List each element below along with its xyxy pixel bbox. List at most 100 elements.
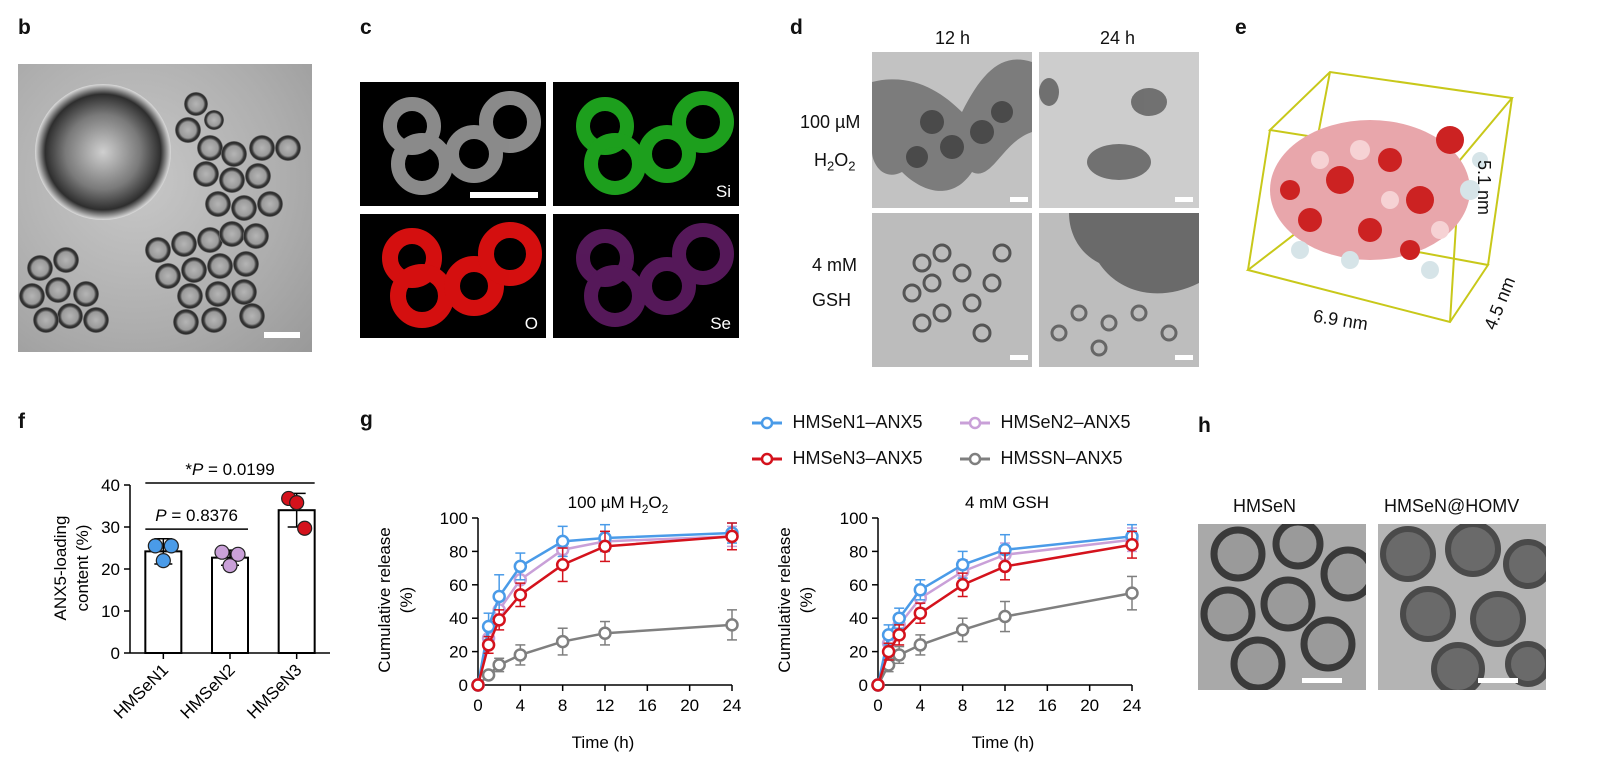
g2-title: 4 mM GSH: [965, 493, 1049, 512]
g1-point-hmsen1-anx5: [513, 559, 528, 574]
g1-ytick-label: 100: [440, 509, 468, 528]
f-ytick-label: 10: [101, 602, 120, 621]
g1-point-hmssn-anx5: [555, 634, 570, 649]
eds-map-gray: [360, 82, 546, 206]
g2-point-hmssn-anx5: [998, 609, 1012, 624]
g1-ytick-label: 60: [449, 576, 468, 595]
g2-ytick-label: 40: [849, 609, 868, 628]
f-ytick-label: 40: [101, 476, 120, 495]
scale-bar-h1: [1302, 678, 1342, 683]
f-sig-label: P = 0.8376: [155, 506, 238, 525]
protein-3d-box: [1245, 70, 1514, 324]
tem-gsh-24h: [1039, 213, 1199, 367]
g2-xtick-label: 12: [996, 696, 1015, 715]
scale-bar-h2: [1478, 678, 1518, 683]
g1-point-hmssn-anx5: [725, 618, 739, 632]
g2-point-hmssn-anx5: [1125, 586, 1139, 600]
g2-point-hmsen3-anx5: [871, 678, 885, 692]
g1-xtick-label: 4: [516, 696, 525, 715]
h-right-title: HMSeN@HOMV: [1384, 496, 1520, 516]
scale-bar-d2: [1175, 197, 1193, 202]
f-data-point: [147, 538, 163, 554]
chart-g-h2o2: 100 µM H2O2 Cumulative release (%) Time …: [375, 493, 741, 752]
col-header-12h: 12 h: [935, 28, 971, 48]
legend-swatch-hmsen3: [752, 452, 782, 465]
f-data-point: [289, 495, 305, 511]
g2-point-hmsen1-anx5: [913, 583, 928, 597]
f-xtick-label: HMSeN2: [177, 660, 239, 722]
g2-ytick-label: 80: [849, 542, 868, 561]
f-xtick-label: HMSeN3: [243, 660, 305, 722]
g2-point-hmsen1-anx5: [955, 558, 970, 572]
f-data-point: [163, 538, 179, 554]
scale-bar-d4: [1175, 355, 1193, 360]
eds-map-si: Si: [553, 82, 739, 206]
legend-item-hmsen1: HMSeN1–ANX5: [752, 412, 923, 433]
g2-xtick-label: 4: [916, 696, 925, 715]
g1-point-hmssn-anx5: [481, 668, 496, 682]
g2-point-hmssn-anx5: [913, 638, 928, 652]
g2-ylabel-line2: (%): [797, 587, 816, 613]
g2-point-hmsen3-anx5: [881, 644, 896, 659]
row-label-h2o2-line1: 100 µM: [800, 112, 861, 132]
chart-f-loading: ANX5-loading content (%) 0 10 20 30 40 HMSeN1…: [51, 460, 330, 723]
g1-point-hmsen3-anx5: [492, 613, 506, 627]
panel-label-f: f: [18, 410, 25, 433]
f-ylabel-line2: content (%): [73, 525, 92, 612]
g1-xtick-label: 16: [638, 696, 657, 715]
tem-h2o2-12h-shapes: [872, 59, 1032, 191]
tem-particles-b: [19, 84, 301, 335]
g1-ytick-label: 20: [449, 643, 468, 662]
f-bar: [211, 556, 249, 654]
tem-h2o2-12h: [872, 52, 1032, 208]
legend-g: HMSeN1–ANX5 HMSeN2–ANX5 HMSeN3–ANX5 HMSS…: [752, 410, 1152, 472]
panel-label-e: e: [1235, 16, 1247, 39]
panel-label-g: g: [360, 408, 373, 431]
tem-hmsen-homv: [1378, 524, 1546, 690]
f-data-point: [214, 544, 230, 560]
chart-g-gsh: 4 mM GSH Cumulative release (%) Time (h)…: [775, 493, 1142, 752]
f-sig-label: *P = 0.0199: [185, 460, 274, 479]
g2-xtick-label: 16: [1038, 696, 1057, 715]
g2-point-hmsen1-anx5: [892, 611, 906, 625]
col-header-24h: 24 h: [1100, 28, 1136, 48]
legend-item-hmsen3: HMSeN3–ANX5: [752, 448, 923, 469]
panel-label-b: b: [18, 16, 31, 39]
g1-point-hmssn-anx5: [513, 648, 528, 662]
scale-bar-d3: [1010, 355, 1028, 360]
tem-hmsen: [1198, 524, 1366, 690]
g2-ytick-label: 100: [840, 509, 868, 528]
g2-point-hmsen3-anx5: [955, 578, 970, 592]
legend-swatch-hmsen1: [752, 416, 782, 429]
legend-item-hmssn: HMSSN–ANX5: [960, 448, 1123, 469]
scale-bar-b: [264, 332, 300, 338]
row-label-h2o2-line2: H2O2: [814, 150, 856, 174]
tem-hmsen-rings: [1200, 524, 1366, 690]
g2-xlabel: Time (h): [972, 733, 1035, 752]
g1-point-hmsen3-anx5: [471, 678, 485, 692]
g1-point-hmssn-anx5: [492, 658, 506, 672]
g2-xtick-label: 24: [1123, 696, 1142, 715]
scale-bar-c: [470, 192, 538, 198]
g1-xtick-label: 20: [680, 696, 699, 715]
g1-point-hmsen1-anx5: [492, 589, 506, 604]
eds-rings-si: [576, 91, 734, 195]
g1-xtick-label: 0: [473, 696, 482, 715]
g1-point-hmsen3-anx5: [481, 638, 496, 652]
tem-gsh-12h: [872, 213, 1032, 367]
g2-ylabel-line1: Cumulative release: [775, 527, 794, 673]
eds-rings-o: [382, 222, 542, 328]
g2-point-hmsen3-anx5: [998, 559, 1012, 574]
eds-rings-se: [576, 223, 734, 327]
f-data-point: [230, 546, 246, 562]
h-left-title: HMSeN: [1233, 496, 1297, 516]
channel-label-o: O: [524, 314, 538, 333]
g1-xtick-label: 12: [596, 696, 615, 715]
g2-point-hmsen3-anx5: [892, 628, 906, 642]
g1-ylabel-line2: (%): [397, 587, 416, 613]
g2-point-hmsen3-anx5: [913, 606, 928, 620]
g1-point-hmsen3-anx5: [555, 558, 570, 572]
g1-title: 100 µM H2O2: [568, 493, 669, 516]
g2-point-hmsen3-anx5: [1125, 537, 1139, 552]
g2-point-hmssn-anx5: [955, 623, 970, 637]
